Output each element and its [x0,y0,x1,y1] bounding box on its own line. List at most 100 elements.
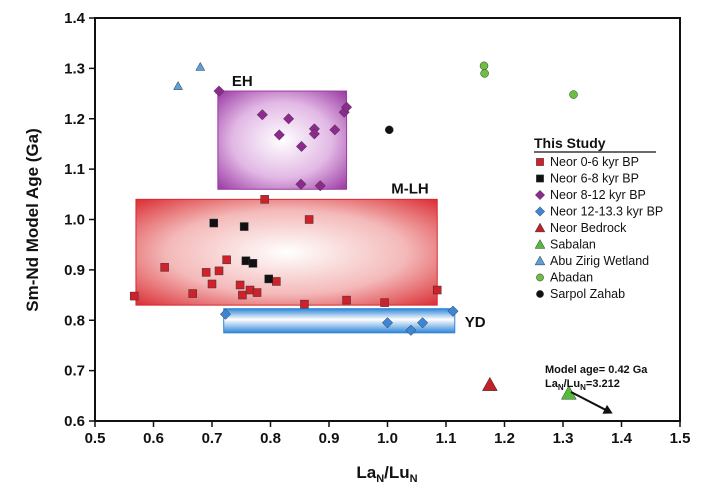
y-tick-label: 1.3 [64,60,85,77]
y-tick-label: 0.7 [64,363,85,380]
field-m-lh [135,198,438,306]
data-point-neor-12-13-3-kyr-bp [405,324,417,336]
data-point-neor-6-8-kyr-bp [239,222,249,231]
data-point-neor-8-12-kyr-bp [256,109,268,121]
x-tick-label: 1.2 [494,430,515,447]
y-tick-label: 0.6 [64,413,85,430]
data-point-neor-8-12-kyr-bp [314,180,326,192]
field-eh [217,90,348,190]
data-point-neor-8-12-kyr-bp [308,128,320,140]
data-point-neor-0-6-kyr-bp [432,285,442,295]
series-neor-bedrock [482,376,498,391]
data-point-neor-12-13-3-kyr-bp [447,305,459,317]
legend-item: Neor 6-8 kyr BP [536,172,639,186]
legend-label: Neor 8-12 kyr BP [550,188,646,202]
legend-label: Neor 6-8 kyr BP [550,172,639,186]
series-abadan [479,61,578,99]
x-tick-label: 1.1 [436,430,457,447]
legend-item: Neor 12-13.3 kyr BP [534,205,663,219]
legend-marker-neor-8-12-kyr-bp [534,189,546,201]
data-point-neor-0-6-kyr-bp [252,288,262,297]
data-point-neor-6-8-kyr-bp [248,259,258,268]
data-points [129,61,578,400]
legend-item: Abu Zirig Wetland [534,254,649,268]
data-point-neor-8-12-kyr-bp [295,140,308,153]
series-neor-12-13-3-kyr-bp [219,305,459,336]
data-point-neor-8-12-kyr-bp [340,101,353,113]
model-age-annotation: Model age= 0.42 Ga LaN/LuN=3.212 [545,364,648,414]
data-point-neor-6-8-kyr-bp [264,274,273,284]
y-axis-title: Sm-Nd Model Age (Ga) [23,128,42,312]
legend-marker-abadan [536,273,544,282]
data-point-neor-8-12-kyr-bp [295,178,307,190]
legend-label: Sabalan [550,238,596,252]
y-tick-label: 1.2 [64,111,85,128]
data-point-neor-0-6-kyr-bp [380,298,389,307]
legend-label: Abu Zirig Wetland [550,254,649,268]
series-neor-6-8-kyr-bp [209,218,273,284]
legend-label: Neor 12-13.3 kyr BP [550,205,663,219]
legend: This Study Neor 0-6 kyr BP Neor 6-8 kyr B… [534,135,663,301]
data-point-neor-0-6-kyr-bp [214,266,224,276]
legend-label: Neor 0-6 kyr BP [550,155,639,169]
field-labels: EH M-LH YD [232,73,486,331]
axis-ticks: 0.5 0.6 0.7 0.8 0.9 1.0 1.1 1.2 1.3 1.4 1.50.60.70… [64,10,690,447]
data-point-neor-8-12-kyr-bp [283,113,295,125]
data-point-abadan [479,61,489,71]
annotation-arrow [570,391,613,414]
data-point-neor-8-12-kyr-bp [273,129,285,141]
x-tick-label: 1.5 [670,430,691,447]
x-tick-label: 0.6 [143,430,164,447]
x-axis-title: LaN/LuN [356,463,417,485]
legend-label: Sarpol Zahab [550,287,625,301]
legend-marker-neor-12-13-3-kyr-bp [534,206,546,217]
legend-item: Neor 0-6 kyr BP [536,155,639,169]
legend-item: Neor 8-12 kyr BP [534,188,646,202]
series-neor-8-12-kyr-bp [213,85,353,192]
x-tick-label: 0.8 [260,430,281,447]
data-point-neor-8-12-kyr-bp [213,85,225,97]
field-yd [223,308,456,334]
data-point-neor-12-13-3-kyr-bp [417,317,429,329]
y-tick-label: 1.4 [64,10,86,27]
annotation-line-2: LaN/LuN=3.212 [545,378,620,392]
field-label-yd: YD [465,314,486,331]
series-neor-0-6-kyr-bp [129,195,442,309]
annotation-line-1: Model age= 0.42 Ga [545,364,648,376]
data-point-abu-zirig-wetland [173,81,183,90]
y-tick-label: 1.0 [64,212,85,229]
data-point-neor-0-6-kyr-bp [342,295,351,305]
data-point-neor-0-6-kyr-bp [260,195,269,204]
legend-item: Neor Bedrock [534,221,627,235]
data-point-neor-0-6-kyr-bp [129,291,139,301]
data-point-neor-0-6-kyr-bp [160,263,169,272]
legend-item: Abadan [536,271,593,285]
data-point-abadan [480,69,489,78]
legend-label: Abadan [550,271,593,285]
data-point-neor-0-6-kyr-bp [304,215,314,224]
data-point-neor-0-6-kyr-bp [188,289,197,298]
legend-item: Sarpol Zahab [536,287,625,301]
legend-item: Sabalan [534,238,596,252]
data-point-neor-12-13-3-kyr-bp [381,317,394,329]
arrow-shaft [570,391,608,412]
data-point-neor-0-6-kyr-bp [222,255,231,265]
y-tick-label: 0.8 [64,312,85,329]
data-point-abu-zirig-wetland [195,61,206,71]
legend-marker-sabalan [534,239,546,249]
field-label-eh: EH [232,73,253,90]
x-tick-label: 1.3 [553,430,574,447]
x-tick-label: 1.0 [377,430,398,447]
x-tick-label: 1.4 [611,430,633,447]
x-tick-label: 0.5 [85,430,106,447]
legend-marker-abu-zirig-wetland [534,255,546,266]
legend-marker-neor-6-8-kyr-bp [536,174,544,183]
data-point-neor-12-13-3-kyr-bp [219,308,232,320]
data-point-abadan [569,90,578,99]
data-point-neor-8-12-kyr-bp [329,124,341,136]
x-tick-label: 0.9 [319,430,340,447]
data-point-neor-0-6-kyr-bp [201,268,211,277]
data-point-neor-0-6-kyr-bp [235,280,245,290]
x-tick-label: 0.7 [202,430,223,447]
